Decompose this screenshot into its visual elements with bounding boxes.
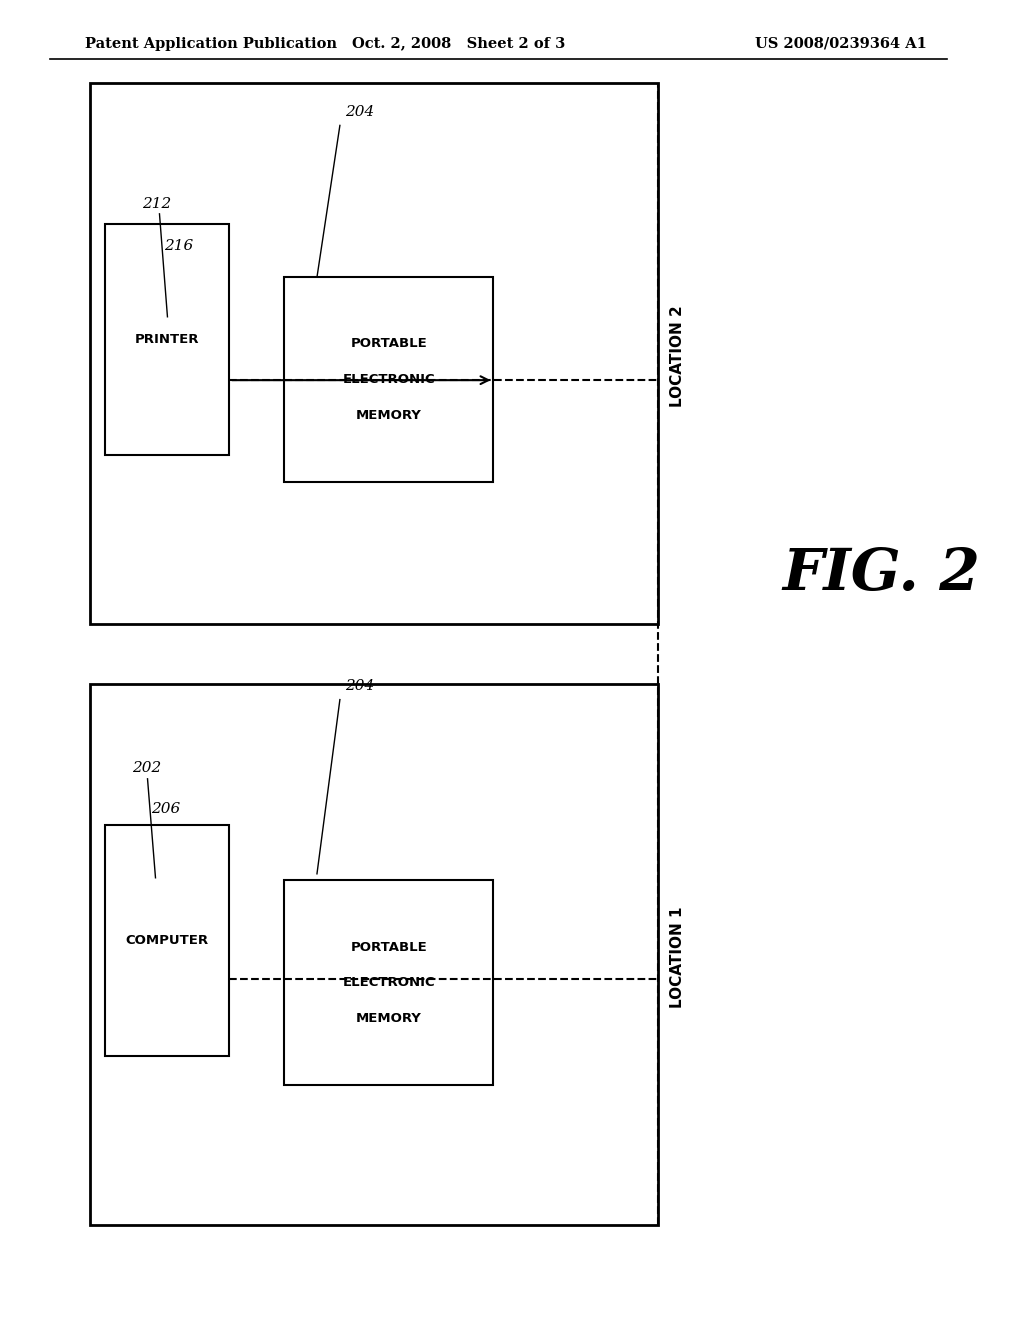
FancyBboxPatch shape (284, 880, 494, 1085)
Text: COMPUTER: COMPUTER (125, 935, 209, 946)
FancyBboxPatch shape (104, 825, 229, 1056)
Text: PORTABLE: PORTABLE (350, 338, 427, 350)
Text: 216: 216 (165, 239, 194, 253)
Text: MEMORY: MEMORY (355, 1012, 422, 1024)
Text: Oct. 2, 2008   Sheet 2 of 3: Oct. 2, 2008 Sheet 2 of 3 (352, 37, 565, 50)
FancyBboxPatch shape (90, 684, 657, 1225)
Text: ELECTRONIC: ELECTRONIC (342, 977, 435, 989)
Text: 212: 212 (142, 197, 172, 211)
Text: 204: 204 (345, 678, 374, 693)
Text: FIG. 2: FIG. 2 (782, 546, 980, 602)
Text: 202: 202 (131, 760, 161, 775)
Text: ELECTRONIC: ELECTRONIC (342, 374, 435, 385)
FancyBboxPatch shape (104, 224, 229, 455)
Text: MEMORY: MEMORY (355, 409, 422, 421)
Text: PRINTER: PRINTER (135, 334, 200, 346)
Text: 206: 206 (152, 801, 181, 816)
Text: LOCATION 2: LOCATION 2 (671, 305, 685, 408)
Text: PORTABLE: PORTABLE (350, 941, 427, 953)
Text: US 2008/0239364 A1: US 2008/0239364 A1 (755, 37, 927, 50)
FancyBboxPatch shape (90, 83, 657, 624)
Text: Patent Application Publication: Patent Application Publication (85, 37, 337, 50)
Text: LOCATION 1: LOCATION 1 (671, 907, 685, 1007)
Text: 204: 204 (345, 104, 374, 119)
FancyBboxPatch shape (284, 277, 494, 482)
